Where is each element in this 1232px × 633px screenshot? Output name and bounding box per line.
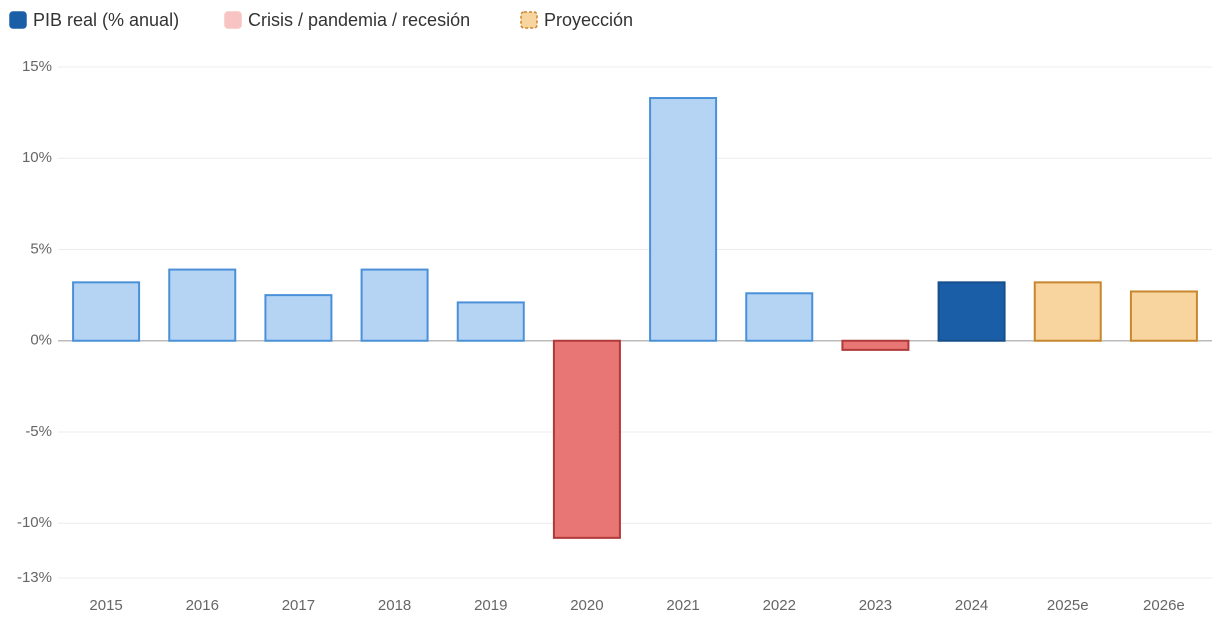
y-tick-label: 10% (22, 149, 52, 166)
legend-label: Proyección (544, 10, 633, 30)
legend-swatch (520, 11, 538, 29)
bar (1129, 290, 1198, 342)
x-tick-label: 2025e (1047, 597, 1089, 614)
x-tick-label: 2021 (666, 597, 699, 614)
legend-label: Crisis / pandemia / recesión (248, 10, 470, 30)
y-tick-label: -10% (17, 514, 52, 531)
x-tick-label: 2018 (378, 597, 411, 614)
x-tick-label: 2015 (89, 597, 122, 614)
x-tick-label: 2023 (859, 597, 892, 614)
bar (1033, 281, 1102, 342)
legend-label: PIB real (% anual) (33, 10, 179, 30)
x-tick-label: 2026e (1143, 597, 1185, 614)
legend-swatch (224, 11, 242, 29)
y-tick-label: 0% (30, 332, 52, 349)
bar (360, 268, 429, 342)
bar (168, 268, 237, 342)
x-tick-label: 2020 (570, 597, 603, 614)
y-tick-label: -13% (17, 569, 52, 586)
bar (456, 301, 525, 342)
bar (264, 294, 333, 342)
legend-swatch (9, 11, 27, 29)
bar (745, 292, 814, 342)
bar (649, 97, 718, 342)
y-tick-label: 15% (22, 58, 52, 75)
x-tick-label: 2022 (763, 597, 796, 614)
bar (937, 281, 1006, 342)
x-tick-label: 2017 (282, 597, 315, 614)
bar (72, 281, 141, 342)
bar (552, 339, 621, 539)
x-tick-label: 2024 (955, 597, 988, 614)
x-tick-label: 2016 (186, 597, 219, 614)
bar (841, 339, 910, 351)
y-tick-label: 5% (30, 240, 52, 257)
y-tick-label: -5% (25, 423, 52, 440)
x-tick-label: 2019 (474, 597, 507, 614)
